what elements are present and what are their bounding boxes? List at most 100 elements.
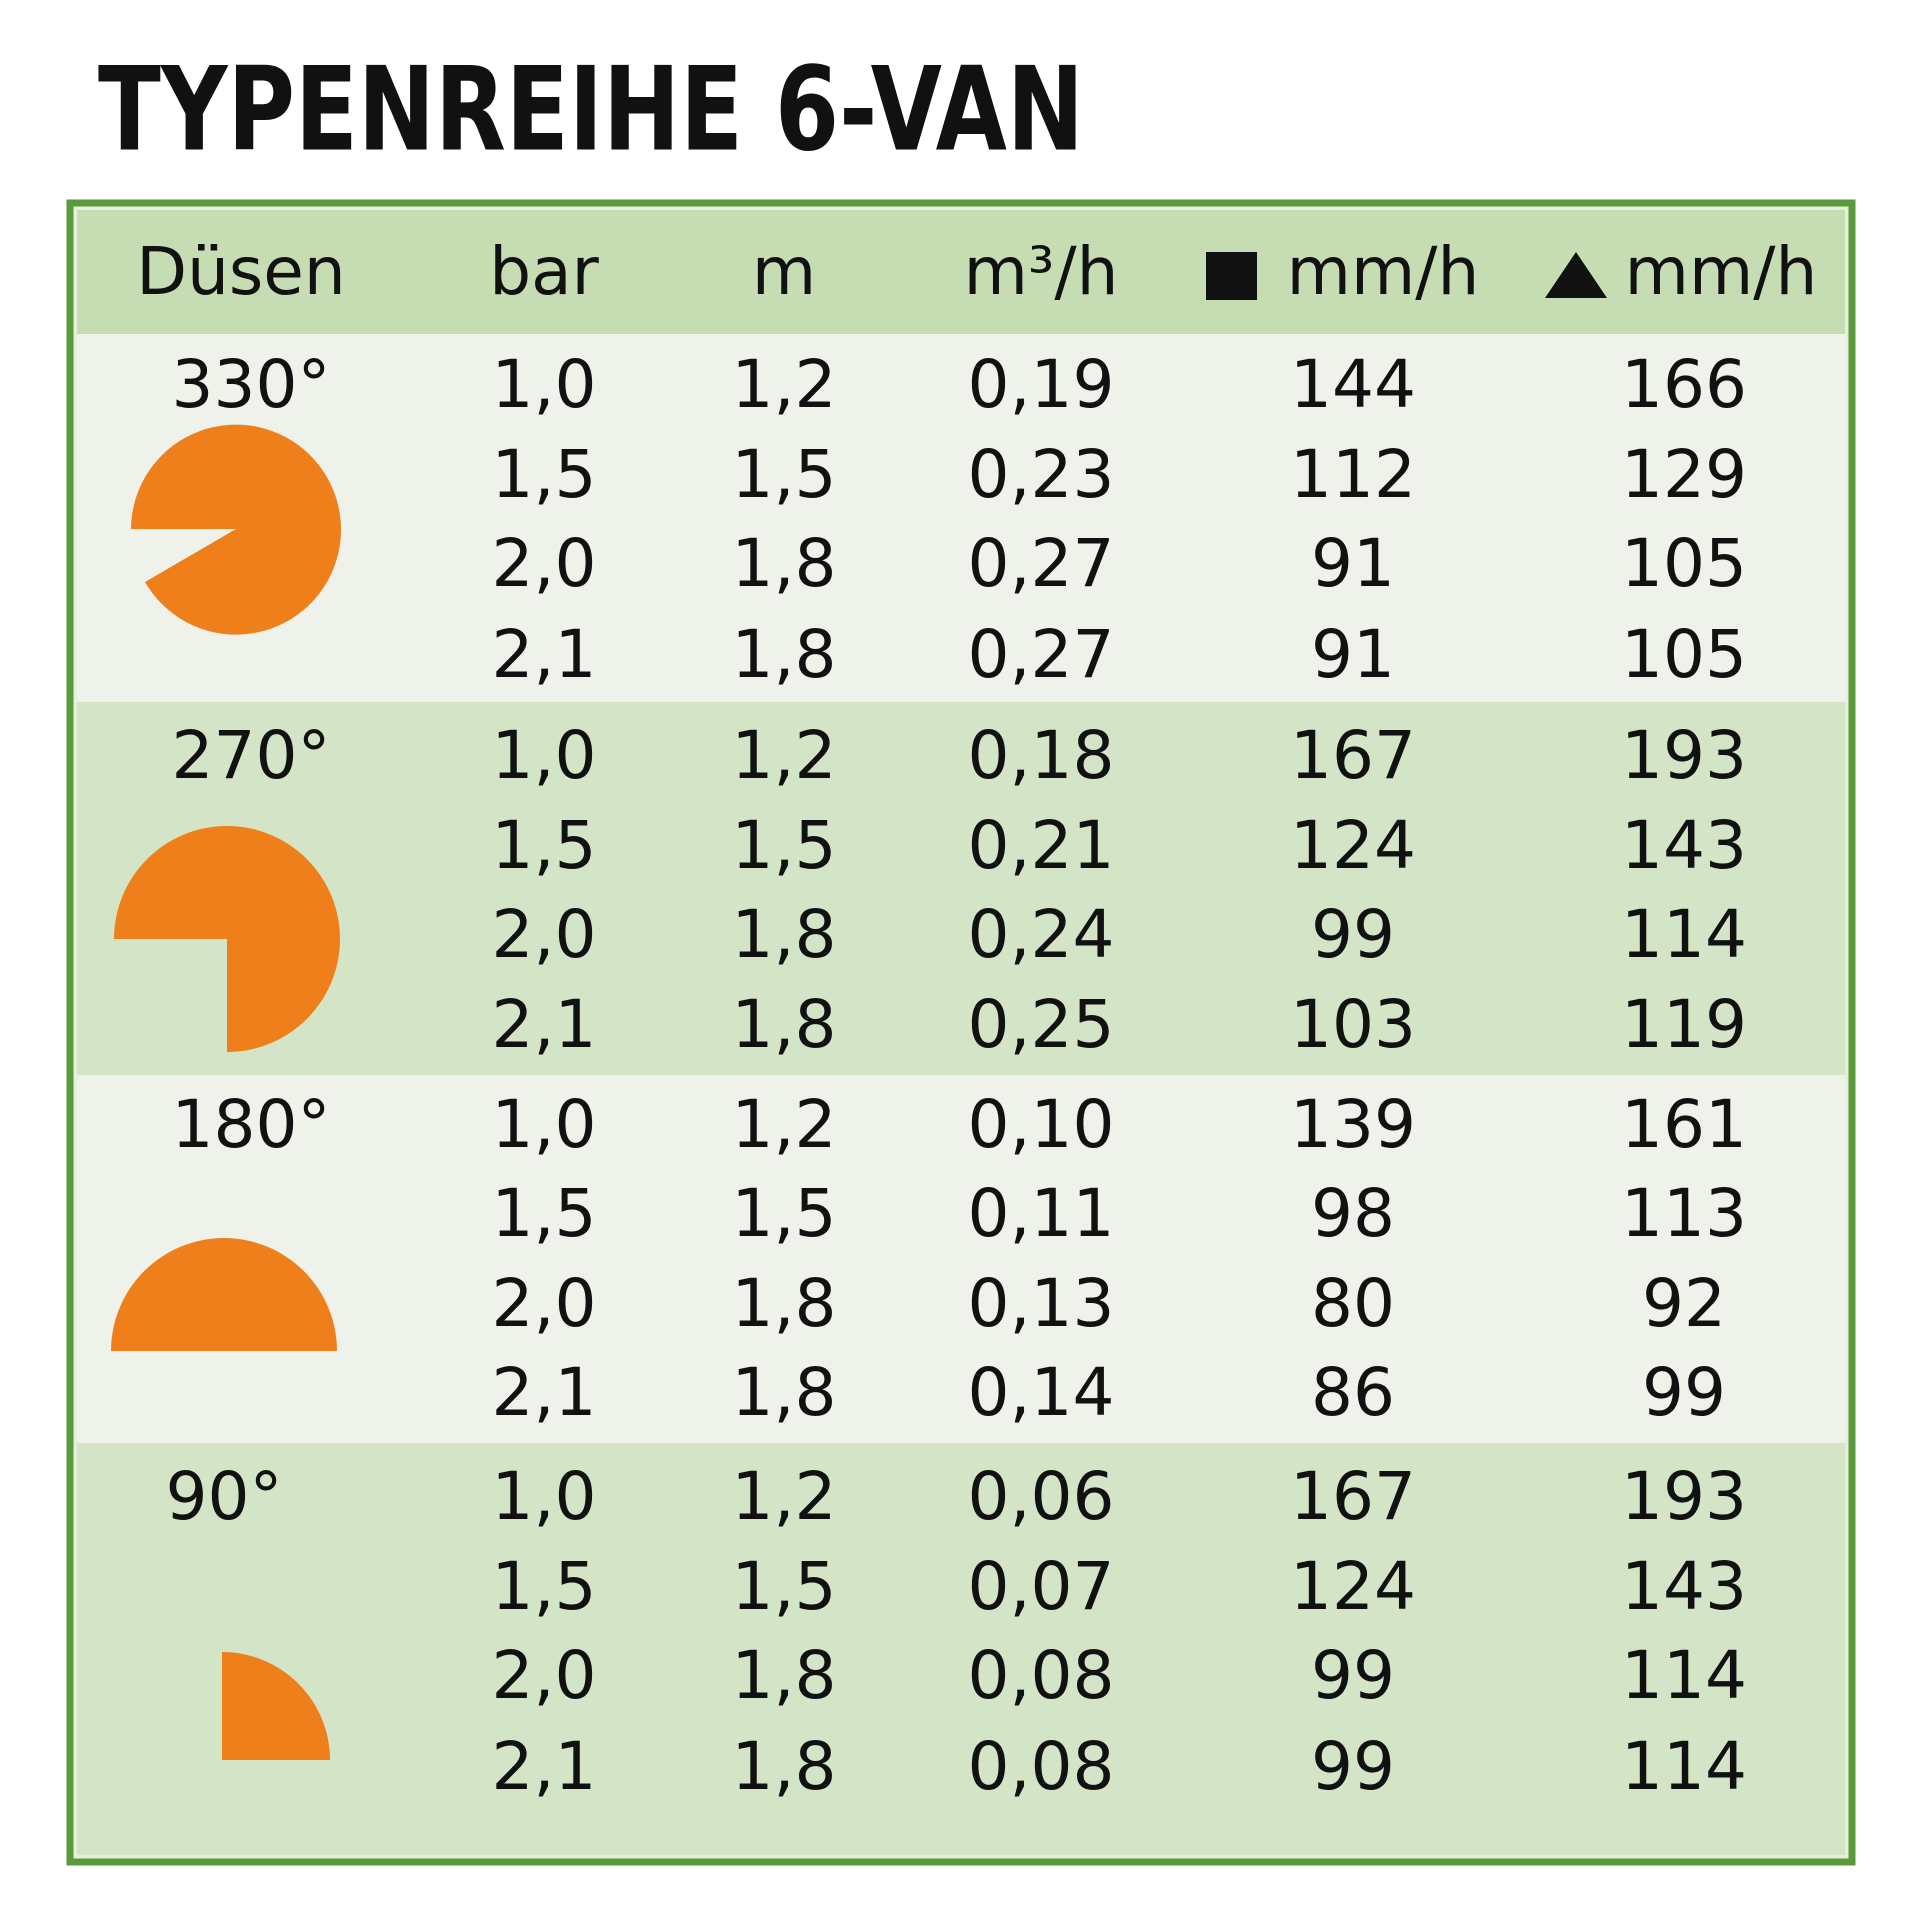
pie-icon: [114, 826, 340, 1052]
group-bg: [77, 702, 1845, 1075]
pie-icon: [111, 1238, 337, 1351]
table-cell: 2,0: [492, 1265, 597, 1342]
table-cell: 0,14: [968, 1354, 1115, 1431]
table-cell: 99: [1311, 896, 1395, 973]
table-cell: 1,8: [732, 1354, 837, 1431]
table-cell: 2,0: [492, 1637, 597, 1714]
table-cell: 1,8: [732, 616, 837, 693]
table-cell: 86: [1311, 1354, 1395, 1431]
table-cell: 1,8: [732, 1265, 837, 1342]
table-cell: 0,08: [968, 1728, 1115, 1805]
table-cell: 0,07: [968, 1548, 1115, 1625]
table-cell: 1,5: [732, 807, 837, 884]
table-cell: 119: [1621, 986, 1747, 1063]
table-cell: 2,1: [492, 616, 597, 693]
table-cell: 1,0: [492, 1458, 597, 1535]
table-cell: 0,23: [968, 436, 1115, 513]
table-cell: 99: [1311, 1637, 1395, 1714]
table-cell: 91: [1311, 525, 1395, 602]
table-cell: 166: [1621, 346, 1747, 423]
column-header: bar: [489, 233, 599, 310]
table-cell: 1,8: [732, 1637, 837, 1714]
table-cell: 1,2: [732, 1086, 837, 1163]
column-header: m: [752, 233, 816, 310]
table-cell: 105: [1621, 525, 1747, 602]
table-cell: 0,06: [968, 1458, 1115, 1535]
table-cell: 167: [1290, 1458, 1416, 1535]
pie-icon: [131, 424, 341, 635]
table-cell: 129: [1621, 436, 1747, 513]
table-cell: 1,5: [732, 436, 837, 513]
table-cell: 2,1: [492, 1728, 597, 1805]
table-cell: 114: [1621, 1637, 1747, 1714]
table-cell: 144: [1290, 346, 1416, 423]
table-cell: 98: [1311, 1175, 1395, 1252]
column-header: mm/h: [1287, 233, 1480, 310]
table-cell: 1,5: [492, 1548, 597, 1625]
table-cell: 1,5: [492, 1175, 597, 1252]
table-cell: 139: [1290, 1086, 1416, 1163]
group-bg: [77, 1443, 1845, 1855]
table-cell: 99: [1642, 1354, 1726, 1431]
title: TYPENREIHE 6-VAN: [98, 43, 1084, 178]
table-cell: 161: [1621, 1086, 1747, 1163]
table-cell: 1,2: [732, 1458, 837, 1535]
table-cell: 1,8: [732, 525, 837, 602]
table-cell: 1,2: [732, 717, 837, 794]
table-cell: 1,5: [492, 436, 597, 513]
table-cell: 112: [1290, 436, 1416, 513]
table-cell: 1,8: [732, 1728, 837, 1805]
group-label: 330°: [172, 346, 331, 423]
table-cell: 91: [1311, 616, 1395, 693]
table-cell: 2,1: [492, 986, 597, 1063]
table-cell: 0,08: [968, 1637, 1115, 1714]
table-cell: 124: [1290, 1548, 1416, 1625]
table-cell: 0,19: [968, 346, 1115, 423]
pie-icon: [222, 1652, 330, 1760]
group-label: 180°: [172, 1086, 331, 1163]
column-header: m³/h: [964, 233, 1119, 310]
table-cell: 1,0: [492, 1086, 597, 1163]
table-cell: 103: [1290, 986, 1416, 1063]
table-cell: 0,18: [968, 717, 1115, 794]
table-cell: 143: [1621, 807, 1747, 884]
table-cell: 143: [1621, 1548, 1747, 1625]
table-cell: 1,0: [492, 717, 597, 794]
group-label: 270°: [172, 717, 331, 794]
table-cell: 2,1: [492, 1354, 597, 1431]
header-bg: [77, 210, 1845, 334]
table-cell: 124: [1290, 807, 1416, 884]
column-header: mm/h: [1625, 233, 1818, 310]
table-cell: 0,11: [968, 1175, 1115, 1252]
table-cell: 1,0: [492, 346, 597, 423]
square-icon: [1206, 252, 1257, 300]
table-cell: 1,8: [732, 896, 837, 973]
table-cell: 0,27: [968, 616, 1115, 693]
table-cell: 1,8: [732, 986, 837, 1063]
triangle-icon: [1545, 252, 1607, 298]
table-cell: 193: [1621, 1458, 1747, 1535]
table-cell: 2,0: [492, 896, 597, 973]
table-cell: 0,24: [968, 896, 1115, 973]
table-cell: 113: [1621, 1175, 1747, 1252]
table-cell: 92: [1642, 1265, 1726, 1342]
table-cell: 105: [1621, 616, 1747, 693]
table-cell: 1,5: [732, 1175, 837, 1252]
table-cell: 99: [1311, 1728, 1395, 1805]
group-bg: [77, 334, 1845, 702]
table-cell: 0,25: [968, 986, 1115, 1063]
table-cell: 2,0: [492, 525, 597, 602]
table-cell: 193: [1621, 717, 1747, 794]
group-label: 90°: [166, 1458, 283, 1535]
table-cell: 1,5: [732, 1548, 837, 1625]
table-cell: 1,2: [732, 346, 837, 423]
table-cell: 114: [1621, 896, 1747, 973]
table-cell: 0,27: [968, 525, 1115, 602]
column-header: Düsen: [136, 233, 345, 310]
table-cell: 114: [1621, 1728, 1747, 1805]
table-cell: 167: [1290, 717, 1416, 794]
table-cell: 0,13: [968, 1265, 1115, 1342]
table-cell: 1,5: [492, 807, 597, 884]
table-cell: 80: [1311, 1265, 1395, 1342]
